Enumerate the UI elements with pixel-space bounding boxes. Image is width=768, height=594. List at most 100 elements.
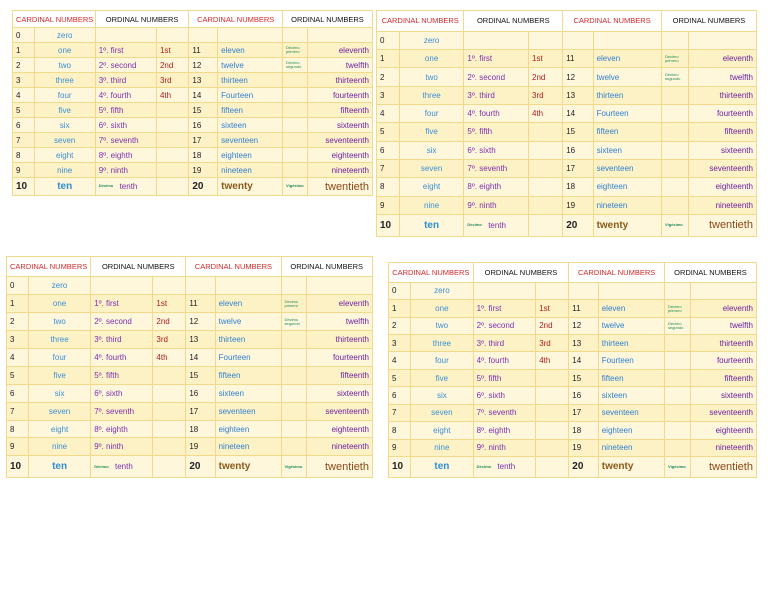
table-row: 10 ten Décimo tenth 20 twenty Vigésimo twentie… <box>387 455 757 479</box>
cardinal-word: twelve <box>601 321 625 331</box>
cell: eight <box>410 421 474 440</box>
cell: 17 <box>185 401 216 421</box>
cell: 2nd <box>155 57 190 73</box>
cardinal-number: 12 <box>566 72 576 82</box>
cardinal-number: 2 <box>380 72 385 82</box>
cell <box>307 27 373 43</box>
ordinal-word: 8º. eighth <box>94 424 128 434</box>
cell: eleven <box>597 299 665 318</box>
ordinal-word: 3º. third <box>94 334 122 344</box>
ordinal-word: 2º. second <box>98 60 137 70</box>
ordinal-note: Décimo <box>476 463 492 469</box>
ordinal-word: seventeenth <box>325 135 369 145</box>
cell: 16 <box>188 117 219 133</box>
cell: 7 <box>376 158 400 179</box>
cell: 1º. first <box>472 299 537 318</box>
cardinal-word: thirteen <box>601 338 629 348</box>
number-table: CARDINAL NUMBERS ORDINAL NUMBERS CARDINAL … <box>12 10 373 196</box>
cell: 8º. eighth <box>472 421 537 440</box>
cardinal-number: 18 <box>566 182 576 192</box>
ordinal-note: Décimo <box>94 463 109 469</box>
cell <box>152 383 187 403</box>
cell: zero <box>398 30 465 51</box>
cell: 3 <box>387 334 412 353</box>
cell <box>155 117 190 133</box>
cell: 13 <box>188 72 219 88</box>
cell <box>535 455 570 479</box>
cell: 7 <box>6 401 29 421</box>
cell: twenty <box>592 213 662 238</box>
cell <box>214 276 282 296</box>
cell <box>663 351 691 370</box>
ordinal-word: nineteenth <box>331 442 369 452</box>
cardinal-word: three <box>422 90 441 100</box>
cell: nineteenth <box>307 162 373 178</box>
ordinal-word: twelfth <box>345 317 369 327</box>
cell: 10 <box>6 455 29 478</box>
cell: five <box>398 122 465 142</box>
cell: fifteenth <box>687 122 757 142</box>
cell <box>687 30 757 51</box>
cell <box>217 27 283 43</box>
ordinal-word: thirteenth <box>335 75 369 85</box>
cardinal-word: four <box>52 352 67 362</box>
header-label: CARDINAL NUMBERS <box>10 262 88 272</box>
cell <box>280 383 308 403</box>
cell: 20 <box>568 455 599 479</box>
ordinal-word: sixteenth <box>720 390 753 400</box>
cell: Décimo segundo <box>663 316 691 336</box>
cell: twentieth <box>689 455 757 479</box>
ordinal-note: Vigésimo <box>664 222 683 228</box>
cardinal-word: thirteen <box>221 75 248 85</box>
cell: 14 <box>562 104 594 124</box>
number-table: CARDINAL NUMBERS ORDINAL NUMBERS CARDINAL … <box>387 262 757 479</box>
ordinal-word: 4º. fourth <box>94 352 127 362</box>
cardinal-number: 10 <box>16 181 28 192</box>
ordinal-word: 9º. ninth <box>94 442 124 452</box>
cardinal-number: 7 <box>16 135 21 145</box>
cardinal-word: three <box>55 75 74 85</box>
cardinal-number: 9 <box>10 442 15 452</box>
cardinal-word: five <box>425 127 438 137</box>
cell: fifteenth <box>307 102 373 118</box>
cell: sixteenth <box>689 386 757 405</box>
ordinal-word: 8º. eighth <box>476 425 511 435</box>
cell: 17 <box>188 132 219 148</box>
ordinal-abbreviation: 1st <box>159 45 171 55</box>
cell: ten <box>410 455 474 479</box>
cardinal-number: 19 <box>189 442 199 452</box>
cardinal-number: 14 <box>189 352 199 362</box>
table-row: 1 one 1º. first 1st 11 eleven Décimo primero el… <box>6 294 373 314</box>
cell: 6 <box>12 117 35 133</box>
cell: 18 <box>562 177 594 197</box>
cell: 2nd <box>152 312 187 332</box>
cell: seventeenth <box>689 403 757 423</box>
ordinal-note: Décimo primero <box>285 45 300 55</box>
table-row: 3 three 3º. third 3rd 13 thirteen thirteenth <box>376 85 757 106</box>
ordinal-note: Vigésimo <box>284 463 303 469</box>
ordinal-note: Décimo primero <box>284 299 299 309</box>
cell <box>663 281 691 301</box>
ordinal-word: fifteenth <box>340 370 369 380</box>
cell: twelve <box>214 312 282 332</box>
header-cell: CARDINAL NUMBERS <box>388 262 474 283</box>
cell: thirteen <box>214 330 282 349</box>
cell <box>592 30 662 51</box>
cell: 2º. second <box>472 316 537 336</box>
cell: Vigésimo <box>663 455 691 479</box>
header-label: CARDINAL NUMBERS <box>573 16 651 26</box>
table-row: 0 zero <box>12 27 373 43</box>
cell: nineteenth <box>306 437 373 457</box>
cell: 6 <box>376 140 400 160</box>
cell: two <box>33 57 96 73</box>
cardinal-number: 6 <box>10 388 15 398</box>
cardinal-word: zero <box>434 286 450 296</box>
cell: Décimo tenth <box>94 177 157 196</box>
cardinal-number: 16 <box>566 145 576 155</box>
table-row: 8 eight 8º. eighth 18 eighteen eighteenth <box>6 419 373 439</box>
cardinal-word: fifteen <box>218 370 241 380</box>
cell: eighteen <box>217 147 283 163</box>
cardinal-word: six <box>436 390 447 400</box>
cell: 11 <box>562 49 594 69</box>
cardinal-word: six <box>426 145 437 155</box>
